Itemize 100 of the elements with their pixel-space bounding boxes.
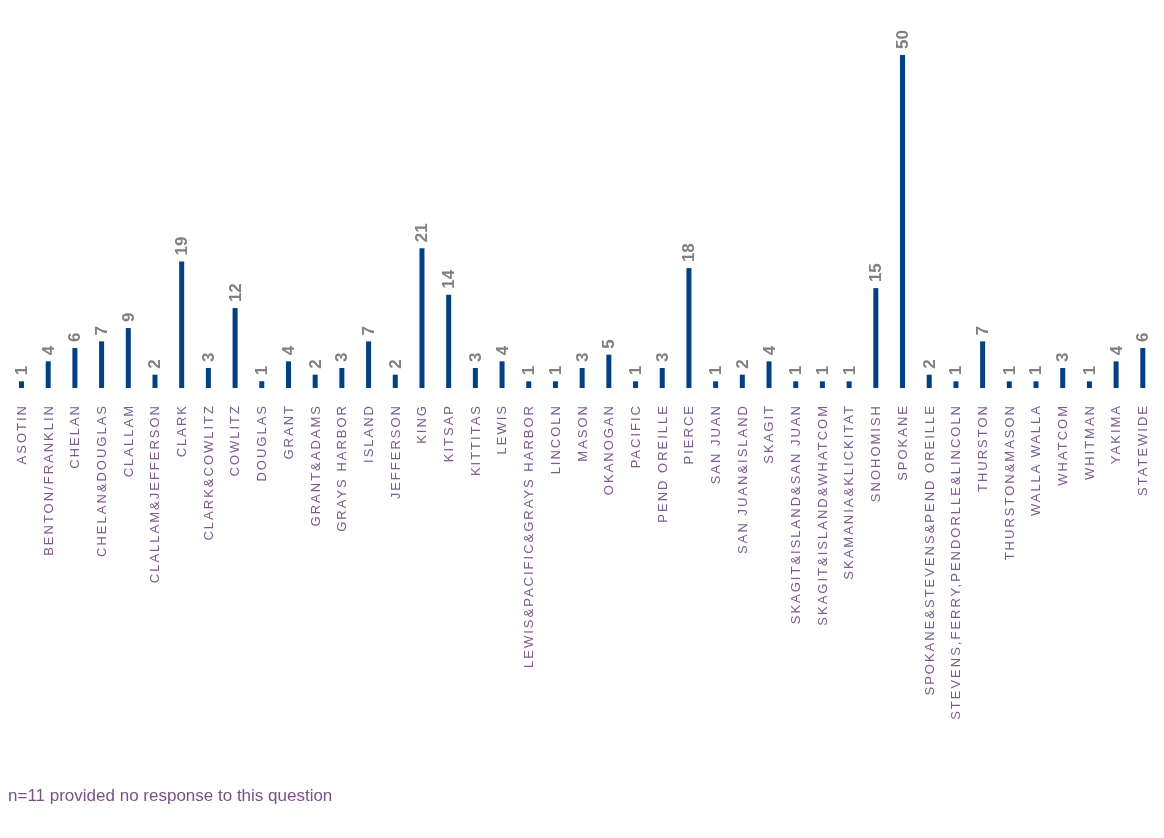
- bar: [766, 361, 772, 388]
- bar: [19, 381, 24, 388]
- bar: [472, 368, 478, 388]
- data-label: 2: [732, 359, 752, 369]
- x-tick-label: CLALLAM: [120, 404, 136, 478]
- x-tick-label: CHELAN: [67, 404, 83, 469]
- data-label: 3: [198, 352, 218, 363]
- bar: [633, 381, 639, 388]
- x-tick-label: DOUGLAS: [254, 404, 270, 482]
- x-tick-label: PACIFIC: [627, 404, 643, 469]
- bar: [446, 294, 452, 388]
- x-tick-label: LEWIS&PACIFIC&GRAYS HARBOR: [521, 404, 537, 668]
- x-tick-label: GRAYS HARBOR: [334, 404, 350, 532]
- data-label: 12: [225, 283, 245, 303]
- bar: [739, 374, 745, 388]
- data-label: 3: [1053, 352, 1073, 363]
- bar: [980, 341, 986, 388]
- x-tick-label: LEWIS: [494, 404, 510, 455]
- bar: [526, 381, 532, 388]
- bar: [1060, 368, 1066, 388]
- x-tick-label: KITSAP: [441, 404, 457, 463]
- bar: [339, 368, 345, 388]
- data-label: 1: [839, 365, 859, 376]
- data-label: 1: [999, 365, 1019, 376]
- text: n=11 provided no response to this question: [8, 786, 333, 806]
- x-tick-label: SPOKANE&STEVENS&PEND OREILLE: [921, 404, 937, 696]
- bar: [552, 381, 558, 388]
- x-tick-label: GRANT&ADAMS: [307, 404, 323, 527]
- x-tick-label: WALLA WALLA: [1028, 404, 1044, 517]
- x-tick-label: CHELAN&DOUGLAS: [93, 404, 109, 557]
- x-tick-label: SAN JUAN&ISLAND: [734, 404, 750, 554]
- x-tick-label: SAN JUAN: [707, 404, 723, 485]
- data-label: 3: [465, 352, 485, 363]
- x-tick-label: OKANOGAN: [601, 404, 617, 496]
- data-label: 1: [519, 365, 539, 376]
- bar: [392, 374, 398, 388]
- data-label: 4: [1106, 345, 1126, 356]
- x-tick-label: LINCOLN: [547, 404, 563, 475]
- data-label: 1: [786, 365, 806, 376]
- data-label: 1: [12, 365, 31, 376]
- data-label: 4: [38, 345, 58, 356]
- bar: [366, 341, 372, 388]
- x-tick-label: BENTON/FRANKLIN: [40, 404, 56, 556]
- x-tick-label: SKAGIT&ISLAND&SAN JUAN: [788, 404, 804, 625]
- data-label: 7: [92, 325, 112, 336]
- x-tick-label: MASON: [574, 404, 590, 462]
- bar: [793, 381, 799, 388]
- bar: [686, 268, 692, 388]
- bar: [926, 374, 932, 388]
- data-label: 14: [439, 269, 459, 289]
- bar: [99, 341, 105, 388]
- data-label: 3: [332, 352, 352, 363]
- x-tick-label: YAKIMA: [1108, 404, 1124, 465]
- x-tick-label: WHITMAN: [1081, 404, 1097, 481]
- data-label: 1: [706, 365, 726, 376]
- data-label: 1: [252, 365, 272, 376]
- data-label: 1: [1079, 365, 1099, 376]
- bar: [285, 361, 291, 388]
- bar: [1006, 381, 1012, 388]
- x-tick-label: WHATCOM: [1055, 404, 1071, 486]
- data-label: 7: [359, 325, 379, 336]
- data-label: 1: [626, 365, 646, 376]
- data-label: 4: [278, 345, 298, 356]
- bar: [606, 354, 612, 388]
- x-tick-label: SKAGIT: [761, 404, 777, 464]
- data-label: 1: [545, 365, 565, 376]
- bar: [579, 368, 585, 388]
- x-tick-label: KING: [414, 404, 430, 444]
- data-label: 4: [492, 345, 512, 356]
- bar: [232, 308, 238, 388]
- data-label: 21: [412, 223, 432, 243]
- data-label: 1: [946, 365, 966, 376]
- bar: [1113, 361, 1119, 388]
- x-tick-label: SNOHOMISH: [868, 404, 884, 503]
- bar: [713, 381, 719, 388]
- bar: [312, 374, 318, 388]
- bar: [953, 381, 959, 388]
- data-label: 2: [385, 359, 405, 369]
- x-tick-label: THURSTON&MASON: [1001, 404, 1017, 561]
- bar: [125, 328, 131, 388]
- bar: [873, 288, 879, 388]
- x-tick-label: ASOTIN: [13, 404, 29, 465]
- data-label: 7: [973, 325, 993, 336]
- data-label: 19: [172, 236, 192, 256]
- x-tick-label: CLARK&COWLITZ: [200, 404, 216, 541]
- data-label: 2: [145, 359, 165, 369]
- bar: [819, 381, 825, 388]
- bar: [1086, 381, 1092, 388]
- x-tick-label: COWLITZ: [227, 404, 243, 477]
- data-label: 2: [305, 359, 325, 369]
- x-tick-label: CLARK: [174, 404, 190, 458]
- x-tick-label: SKAMANIA&KLICKITAT: [841, 404, 857, 580]
- bar: [259, 381, 265, 388]
- bar: [900, 55, 906, 388]
- data-label: 15: [866, 263, 886, 283]
- x-tick-label: CLALLAM&JEFFERSON: [147, 404, 163, 584]
- data-label: 4: [759, 345, 779, 356]
- x-tick-label: PEND OREILLE: [654, 404, 670, 523]
- x-tick-label: ISLAND: [360, 404, 376, 463]
- x-tick-label: STEVENS,FERRY,PENDORLLE&LINCOLN: [948, 404, 964, 720]
